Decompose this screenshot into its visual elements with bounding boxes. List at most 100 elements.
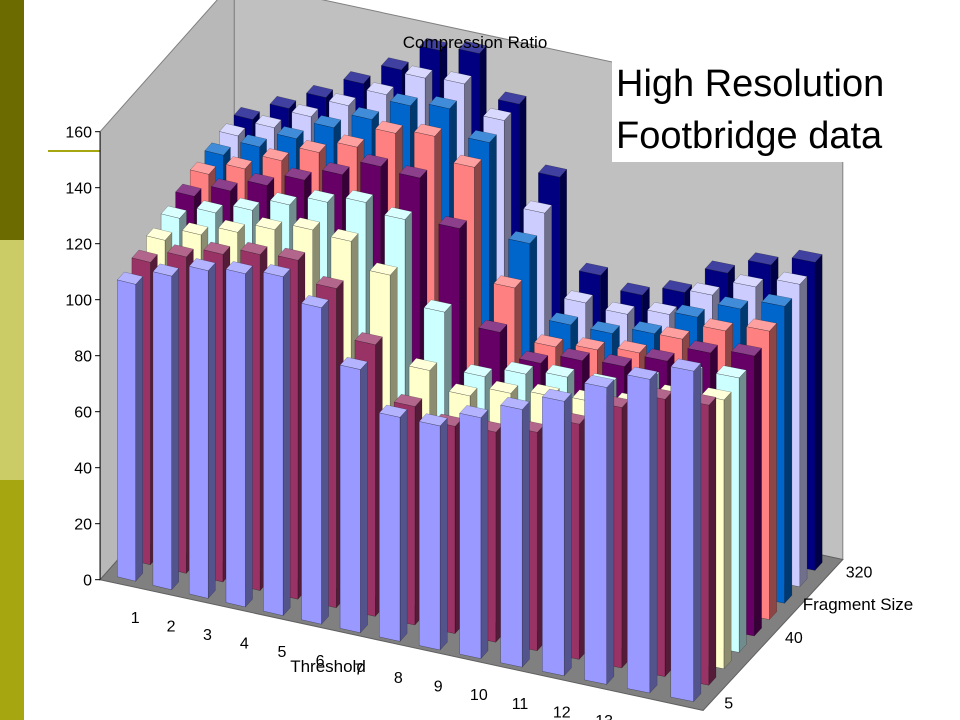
bar-side	[563, 392, 572, 677]
depth-tick-label: 5	[724, 696, 733, 713]
bar-top	[631, 321, 663, 335]
y-tick-label: 0	[83, 573, 92, 590]
bar-side	[171, 267, 179, 591]
x-tick-label: 6	[316, 653, 325, 670]
bar-side	[282, 268, 291, 617]
bar-top	[761, 293, 793, 307]
bar-top	[715, 365, 747, 379]
bar	[339, 356, 369, 634]
bar-top	[508, 230, 538, 244]
bar-front	[339, 364, 361, 634]
chart-axes: 0204060801001201401601234567891011121314…	[65, 125, 872, 720]
bar-top	[389, 93, 418, 107]
bar	[541, 388, 572, 677]
accent-bar-bottom	[0, 480, 24, 720]
bar-top	[301, 295, 330, 309]
x-tick-label: 1	[131, 610, 140, 627]
bar-top	[196, 200, 224, 214]
bar-top	[578, 262, 609, 276]
bar-side	[708, 396, 717, 686]
bar-top	[307, 189, 335, 203]
bar-side	[439, 417, 448, 651]
depth-axis-label: Fragment Size	[803, 595, 914, 614]
y-tick-label: 100	[65, 293, 92, 310]
x-tick-label: 7	[354, 661, 363, 678]
bar-side	[207, 262, 216, 600]
bar-side	[799, 275, 808, 588]
bar-front	[500, 404, 523, 668]
bar	[262, 264, 291, 617]
accent-bar-middle	[0, 240, 24, 480]
bar	[116, 271, 144, 582]
bar-side	[321, 299, 329, 625]
bar-top	[468, 129, 497, 143]
bar-front	[263, 271, 284, 616]
bar	[152, 263, 180, 591]
accent-bar-top	[0, 0, 24, 240]
bar	[378, 404, 408, 643]
x-tick-label: 3	[203, 627, 212, 644]
bar-top	[378, 404, 408, 418]
bar-top	[189, 161, 217, 175]
bar-front	[117, 279, 136, 582]
x-tick-label: 5	[277, 644, 286, 661]
bar-front	[459, 412, 482, 659]
bar-front	[152, 271, 172, 591]
x-tick-label: 4	[240, 636, 249, 653]
bar-front	[379, 412, 401, 642]
bar-top	[398, 165, 428, 179]
bar	[301, 295, 330, 625]
bar	[459, 405, 489, 660]
y-tick-label: 40	[74, 461, 92, 478]
bar-front	[542, 396, 565, 677]
bar-top	[247, 172, 275, 186]
x-tick-label: 10	[470, 687, 488, 704]
bar-top	[541, 388, 572, 402]
bar-front	[188, 265, 209, 599]
bar-front	[418, 421, 441, 651]
bar-side	[754, 347, 762, 637]
bar-top	[181, 222, 209, 236]
depth-tick-label: 320	[846, 564, 873, 581]
bar-top	[732, 274, 764, 288]
y-tick-label: 20	[74, 517, 92, 534]
bar-front	[584, 382, 607, 685]
bar	[188, 258, 216, 600]
depth-tick-label: 40	[785, 630, 803, 647]
bar-front	[627, 374, 651, 694]
bar-top	[616, 340, 648, 354]
bar-side	[784, 297, 793, 604]
x-tick-label: 8	[394, 670, 403, 687]
bar-top	[269, 95, 297, 109]
bar-side	[399, 408, 408, 643]
bar-side	[521, 401, 530, 668]
bar-top	[384, 206, 413, 220]
bar	[418, 413, 448, 651]
bar-side	[814, 253, 823, 572]
y-tick-label: 80	[74, 349, 92, 366]
bar-top	[670, 358, 702, 372]
y-tick-label: 120	[65, 237, 92, 254]
bar-top	[218, 123, 246, 137]
bar-front	[301, 302, 322, 625]
bar-top	[428, 96, 458, 110]
bar-top	[262, 148, 290, 162]
slide-title-line-2: Footbridge data	[616, 115, 883, 157]
bar-top	[662, 279, 693, 293]
bar-top	[730, 343, 763, 357]
bar	[225, 261, 253, 608]
bar-top	[354, 332, 383, 346]
y-tick-label: 60	[74, 405, 92, 422]
bar-side	[769, 322, 777, 621]
bar-side	[360, 361, 368, 634]
y-tick-label: 160	[65, 125, 92, 142]
bar	[500, 396, 530, 668]
slide-title-line-1: High Resolution	[616, 63, 885, 105]
x-axis-label: Threshold	[290, 657, 366, 676]
bar-top	[687, 340, 719, 354]
bar-top	[647, 301, 678, 315]
bar-side	[480, 409, 489, 660]
bar-top	[518, 350, 549, 364]
bar-top	[152, 263, 180, 277]
bar-side	[245, 265, 253, 608]
